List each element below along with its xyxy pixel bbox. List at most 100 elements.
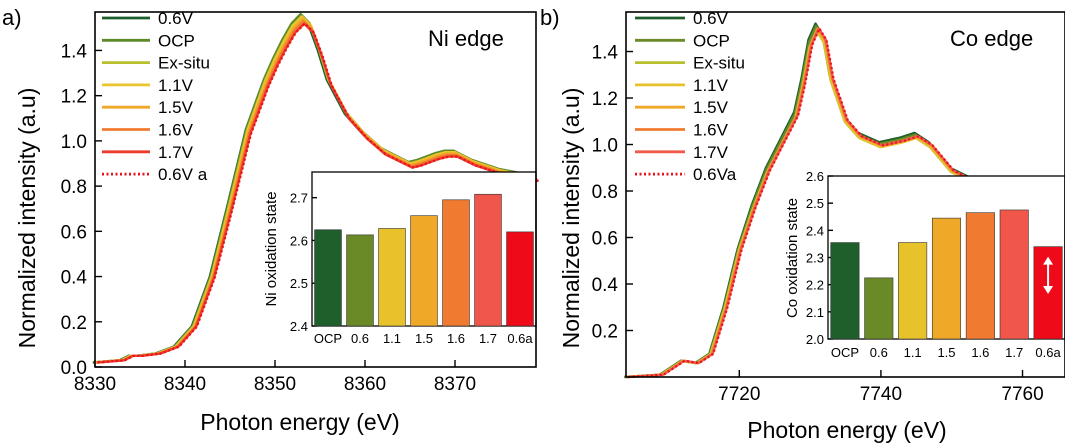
legend-label-1.7v: 1.7V	[693, 143, 729, 162]
y-tick-label-0.6: 0.6	[592, 229, 618, 250]
inset-bar-1.7	[999, 209, 1029, 340]
inset-y-tick-label-2.6: 2.6	[806, 169, 824, 184]
inset-bar-1.1	[898, 242, 928, 340]
inset-y-tick-label-2.4: 2.4	[806, 223, 824, 238]
panel-a-label: a)	[2, 5, 22, 30]
x-tick-label-8340: 8340	[164, 374, 206, 395]
inset-bar-1.1	[378, 228, 406, 327]
panel-a-ticks: 8330 8340 8350 8360 8370 0.0 0.2 0.4 0.6 0.8 1.0 1.…	[61, 41, 477, 395]
panel-b-legend: 0.6V OCP Ex-situ 1.1V 1.5V 1.6V 1.7V 0.6Va	[635, 9, 745, 184]
legend-label-ocp: OCP	[158, 31, 195, 50]
legend-label-0.6v-a: 0.6V a	[158, 165, 208, 184]
panel-a-spectra	[92, 12, 540, 364]
y-tick-label-0.6: 0.6	[61, 222, 87, 243]
inset-bar-0.6	[864, 277, 894, 340]
inset-bar-0.6	[346, 234, 374, 327]
inset-y-tick-label-2.3: 2.3	[806, 251, 824, 266]
inset-x-tick-label-1.5: 1.5	[937, 345, 955, 360]
inset-x-tick-label-1.1: 1.1	[904, 345, 922, 360]
spectrum-line-0.6v-a	[97, 22, 540, 364]
panel-a-ni-edge: a) Normalized intensity (a.u) Photon ene…	[2, 5, 540, 435]
panel-b-inset-bar-chart: Co oxidation state 2.0 2.1 2.2 2.3 2.4 2.5 2.6…	[784, 169, 1065, 360]
inset-x-tick-label-1.6: 1.6	[971, 345, 989, 360]
x-tick-label-8360: 8360	[344, 374, 386, 395]
inset-y-tick-label-2.5: 2.5	[290, 276, 308, 291]
inset-x-tick-label-0.6: 0.6	[351, 331, 369, 346]
inset-bar-1.6	[442, 199, 470, 327]
y-tick-label-0.0: 0.0	[61, 358, 87, 379]
panel-a-inset-bar-chart: Ni oxidation state 2.4 2.5 2.6 2.7 OCP 0.6 1.1…	[263, 171, 537, 346]
panel-b-edge-annotation: Co edge	[950, 26, 1033, 51]
x-tick-label-8350: 8350	[254, 374, 296, 395]
panel-a-plot-frame	[94, 11, 537, 368]
inset-x-tick-label-0.6a: 0.6a	[507, 331, 533, 346]
panel-b-y-axis-title: Normalized intensity (a.u)	[558, 88, 584, 349]
y-tick-label-1.4: 1.4	[592, 43, 619, 64]
inset-bar-1.5	[931, 217, 962, 340]
y-tick-label-0.8: 0.8	[61, 177, 87, 198]
panel-a-y-axis-title: Normalized intensity (a.u)	[14, 88, 40, 349]
legend-label-0.6v: 0.6V	[158, 9, 194, 28]
inset-bar-0.6a	[506, 231, 534, 327]
x-tick-label-7760: 7760	[1001, 384, 1043, 405]
legend-label-1.5v: 1.5V	[693, 98, 729, 117]
y-tick-label-1.2: 1.2	[592, 89, 618, 110]
inset-y-tick-label-2.5: 2.5	[806, 196, 824, 211]
legend-label-0.6va: 0.6Va	[693, 165, 737, 184]
inset-bar-OCP	[830, 242, 860, 340]
panel-a-inset-marks: 2.4 2.5 2.6 2.7 OCP 0.6 1.1 1.5 1.6 1.7 0.6a	[290, 191, 534, 346]
y-tick-label-1.0: 1.0	[592, 136, 618, 157]
y-tick-label-0.4: 0.4	[592, 275, 619, 296]
inset-x-tick-label-1.1: 1.1	[383, 331, 401, 346]
panel-b-x-axis-title: Photon energy (eV)	[747, 417, 946, 443]
panel-b-ticks: 7720 7740 7760 0.2 0.4 0.6 0.8 1.0 1.2 1.4	[592, 43, 1044, 405]
inset-x-tick-label-OCP: OCP	[831, 345, 859, 360]
panel-b-inset-marks: 2.0 2.1 2.2 2.3 2.4 2.5 2.6 OCP 0.6 1.1 1.5 1.6 1.7 0…	[806, 169, 1063, 360]
x-tick-label-7720: 7720	[718, 384, 760, 405]
inset-x-tick-label-1.6: 1.6	[447, 331, 465, 346]
inset-y-tick-label-2.2: 2.2	[806, 278, 824, 293]
y-tick-label-0.4: 0.4	[61, 268, 88, 289]
inset-y-tick-label-2.4: 2.4	[290, 319, 308, 334]
inset-x-tick-label-1.5: 1.5	[415, 331, 433, 346]
inset-y-tick-label-2.0: 2.0	[806, 332, 824, 347]
y-tick-label-1.4: 1.4	[61, 41, 88, 62]
x-tick-label-8370: 8370	[434, 374, 476, 395]
x-tick-label-7740: 7740	[860, 384, 902, 405]
panel-b-label: b)	[540, 5, 560, 30]
y-tick-label-1.0: 1.0	[61, 132, 87, 153]
legend-label-ex-situ: Ex-situ	[158, 54, 210, 73]
legend-label-ocp: OCP	[693, 31, 730, 50]
y-tick-label-0.2: 0.2	[592, 322, 618, 343]
inset-x-tick-label-OCP: OCP	[314, 331, 342, 346]
legend-label-1.1v: 1.1V	[158, 76, 194, 95]
y-tick-label-1.2: 1.2	[61, 87, 87, 108]
legend-label-1.6v: 1.6V	[693, 121, 729, 140]
panel-b-inset-y-axis-title: Co oxidation state	[784, 198, 801, 318]
inset-bar-1.7	[474, 193, 502, 327]
y-tick-label-0.2: 0.2	[61, 313, 87, 334]
panel-a-inset-y-axis-title: Ni oxidation state	[263, 191, 280, 306]
x-tick-label-8330: 8330	[74, 374, 116, 395]
spectrum-line-1.7v	[97, 22, 539, 364]
panel-a-edge-annotation: Ni edge	[428, 26, 504, 51]
inset-x-tick-label-1.7: 1.7	[479, 331, 497, 346]
legend-label-1.6v: 1.6V	[158, 121, 194, 140]
inset-bar-1.5	[410, 215, 438, 327]
inset-y-tick-label-2.6: 2.6	[290, 233, 308, 248]
inset-bar-OCP	[314, 229, 342, 327]
legend-label-1.1v: 1.1V	[693, 76, 729, 95]
panel-b-plot-frame	[625, 11, 1065, 378]
inset-bar-1.6	[965, 212, 995, 340]
panel-b-spectra	[624, 22, 1065, 379]
inset-x-tick-label-0.6: 0.6	[870, 345, 888, 360]
panel-a-x-axis-title: Photon energy (eV)	[200, 409, 399, 435]
inset-x-tick-label-0.6a: 0.6a	[1035, 345, 1061, 360]
panel-a-legend: 0.6V OCP Ex-situ 1.1V 1.5V 1.6V 1.7V 0.6V a	[102, 9, 210, 184]
legend-label-1.7v: 1.7V	[158, 143, 194, 162]
double-arrow-icon-down	[1043, 286, 1054, 294]
y-tick-label-0.8: 0.8	[592, 182, 618, 203]
inset-y-tick-label-2.7: 2.7	[290, 191, 308, 206]
legend-label-1.5v: 1.5V	[158, 98, 194, 117]
